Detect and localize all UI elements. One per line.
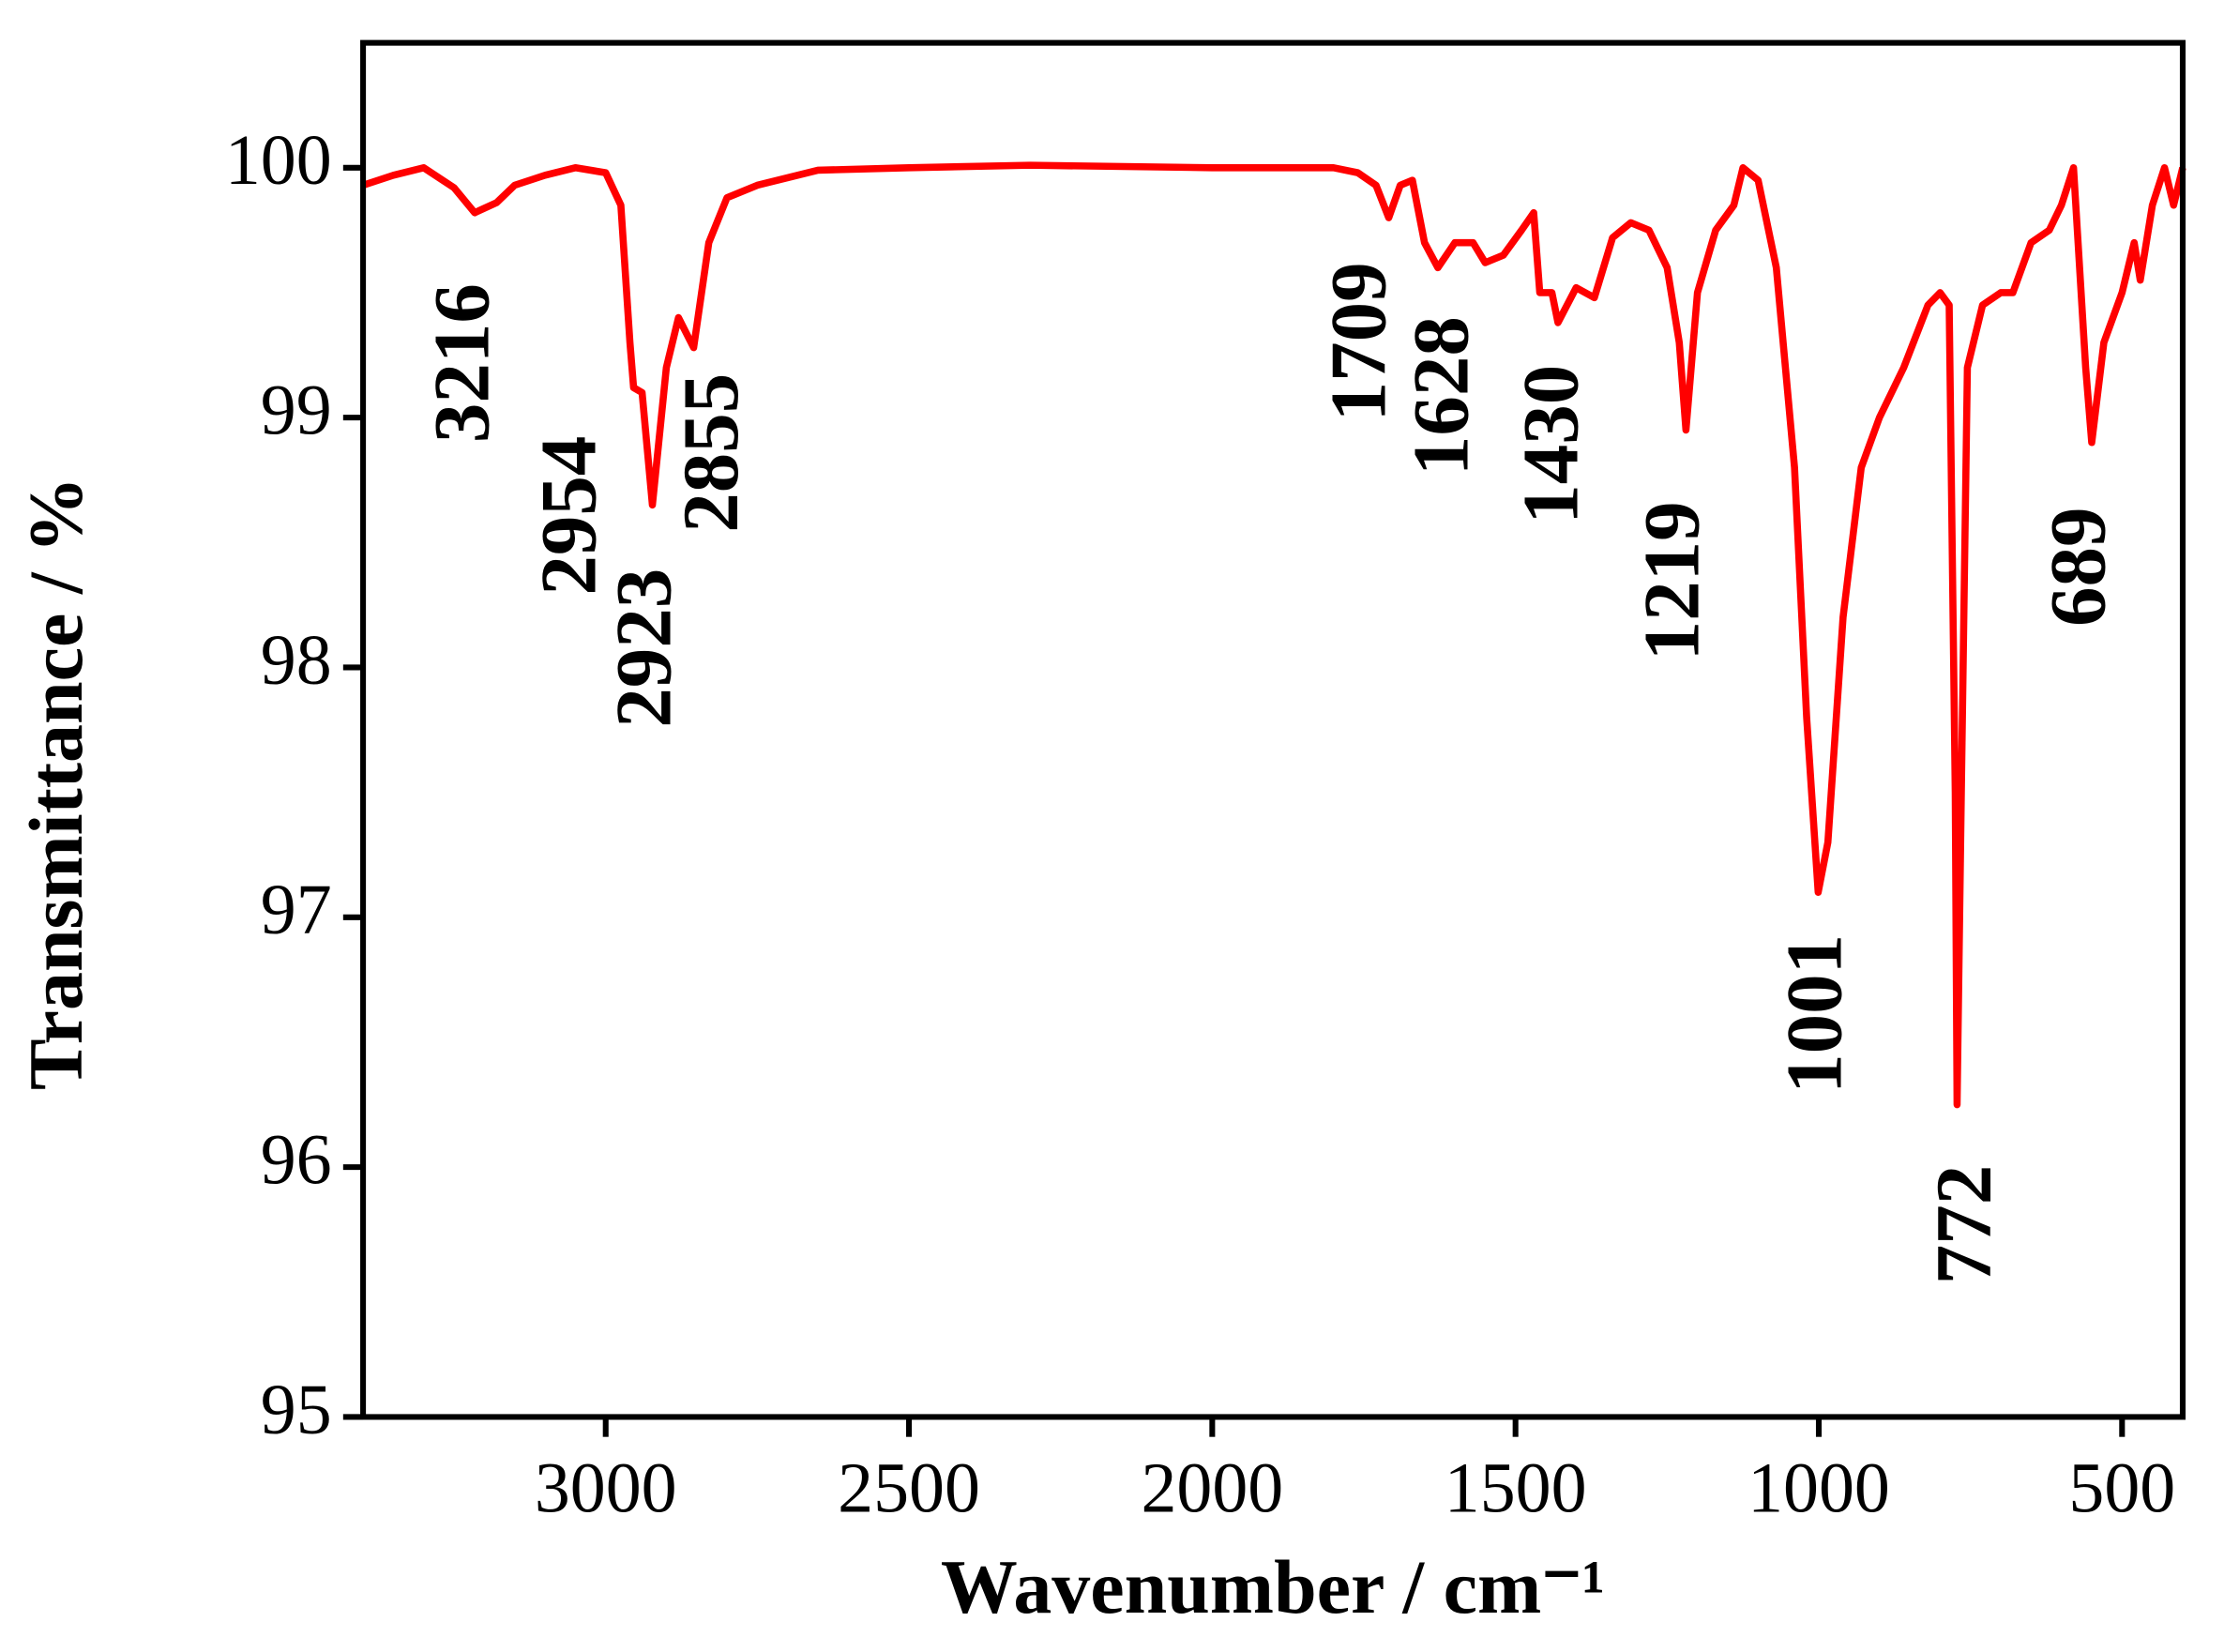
peak-label: 2855 xyxy=(667,373,755,533)
x-tick-label: 2500 xyxy=(838,1448,980,1527)
y-tick-label: 95 xyxy=(261,1371,332,1449)
y-tick-label: 100 xyxy=(225,121,332,200)
peak-label: 1001 xyxy=(1770,934,1858,1094)
x-tick-label: 3000 xyxy=(535,1448,677,1527)
x-tick-label: 1500 xyxy=(1445,1448,1587,1527)
x-tick-label: 500 xyxy=(2068,1448,2175,1527)
peak-label: 1628 xyxy=(1398,316,1486,476)
spectrum-line xyxy=(361,161,2186,1109)
peak-label: 2954 xyxy=(524,436,613,596)
peak-label: 1219 xyxy=(1628,501,1717,660)
peak-label: 1430 xyxy=(1507,365,1596,524)
y-tick-label: 97 xyxy=(261,871,332,949)
plot-frame xyxy=(360,39,2186,1420)
x-axis-title: Wavenumber / cm⁻¹ xyxy=(941,1544,1605,1629)
y-tick-label: 98 xyxy=(261,621,332,700)
y-tick-label: 99 xyxy=(261,371,332,450)
peak-label: 3216 xyxy=(417,283,506,443)
peak-label: 2923 xyxy=(600,568,688,728)
x-tick-label: 1000 xyxy=(1747,1448,1890,1527)
y-axis-title: Transmittance / % xyxy=(13,477,98,1090)
peak-label: 772 xyxy=(1920,1165,2008,1285)
peak-label: 689 xyxy=(2034,507,2122,627)
peak-label: 1709 xyxy=(1315,262,1403,421)
y-tick-label: 96 xyxy=(261,1121,332,1200)
x-tick-label: 2000 xyxy=(1141,1448,1283,1527)
